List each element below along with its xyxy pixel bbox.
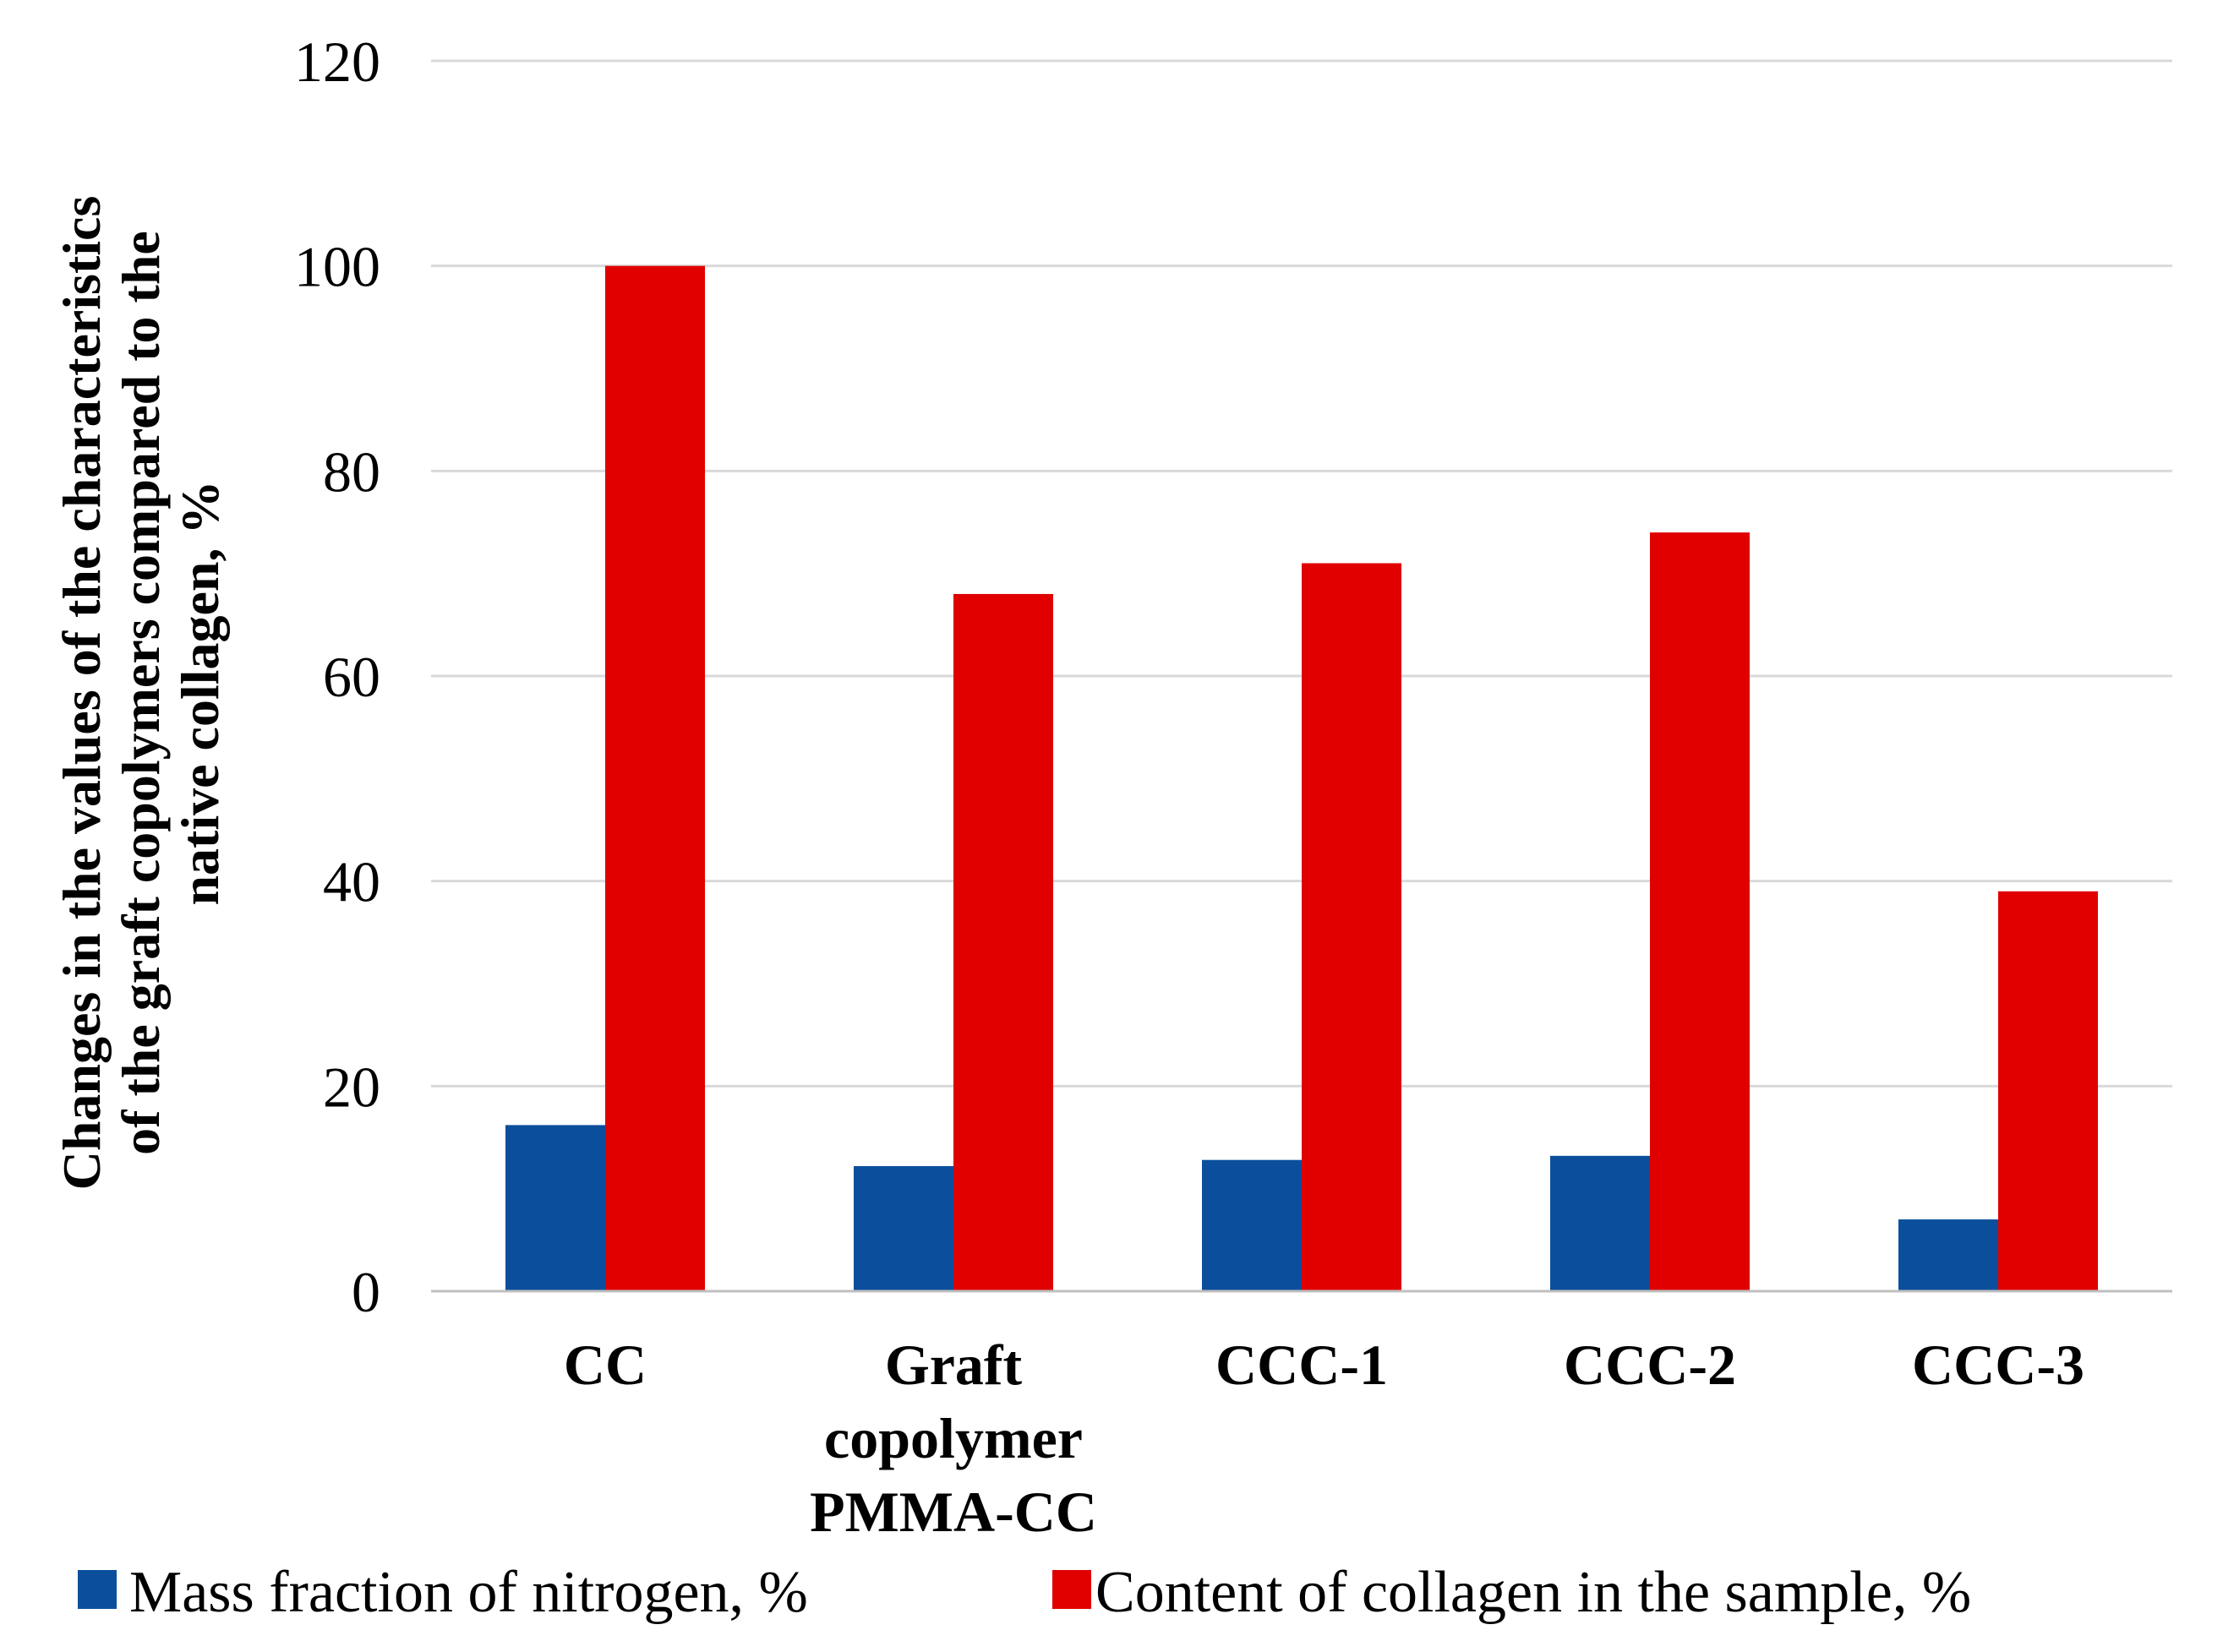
x-category-label: CCC-1 <box>1215 1333 1388 1397</box>
x-axis-categories: CC Graft copolymer PMMA-CC CCC-1 CCC-2 CCC-3 <box>564 1333 2084 1544</box>
legend-swatch <box>78 1570 117 1609</box>
bar-collagen-2 <box>1302 563 1401 1291</box>
y-tick-label: 100 <box>294 235 380 299</box>
legend: Mass fraction of nitrogen, % Content of c… <box>78 1560 1971 1625</box>
y-axis-ticks: 0 20 40 60 80 100 120 <box>294 30 380 1324</box>
x-category-label: CCC-3 <box>1912 1333 2084 1397</box>
bar-collagen-4 <box>1998 891 2098 1291</box>
x-category-label: CC <box>564 1333 647 1397</box>
bar-nitrogen-4 <box>1898 1219 1998 1291</box>
y-axis-label: Changes in the values of the characteris… <box>52 196 230 1191</box>
x-category-label: Graft copolymer PMMA-CC <box>810 1333 1097 1544</box>
y-tick-label: 60 <box>323 645 380 709</box>
bar-nitrogen-3 <box>1550 1155 1650 1291</box>
bar-nitrogen-1 <box>854 1165 953 1291</box>
bars <box>505 265 2098 1292</box>
bar-collagen-3 <box>1650 532 1750 1291</box>
y-tick-label: 20 <box>323 1055 380 1119</box>
y-tick-label: 80 <box>323 439 380 504</box>
bar-collagen-0 <box>605 265 705 1292</box>
x-category-label: CCC-2 <box>1564 1333 1736 1397</box>
y-tick-label: 0 <box>352 1260 380 1324</box>
bar-nitrogen-0 <box>505 1125 605 1291</box>
y-tick-label: 120 <box>294 30 380 94</box>
legend-label: Content of collagen in the sample, % <box>1095 1560 1971 1625</box>
bar-nitrogen-2 <box>1202 1159 1302 1291</box>
legend-label: Mass fraction of nitrogen, % <box>129 1560 808 1625</box>
legend-swatch <box>1052 1570 1091 1609</box>
bar-collagen-1 <box>953 593 1053 1291</box>
y-tick-label: 40 <box>323 850 380 914</box>
